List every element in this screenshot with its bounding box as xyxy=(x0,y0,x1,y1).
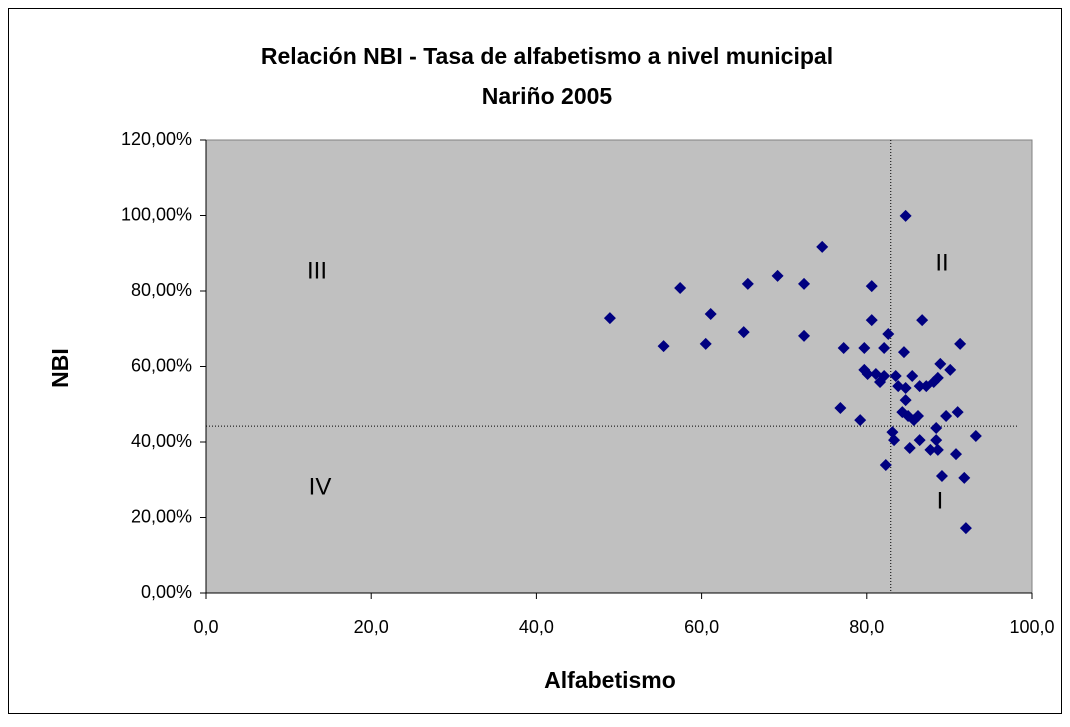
point xyxy=(869,368,882,381)
quadrant-label: I xyxy=(937,487,944,514)
chart-subtitle: Nariño 2005 xyxy=(482,83,613,109)
point xyxy=(889,369,902,382)
x-tick-label: 80,0 xyxy=(849,617,884,637)
quadrant-label: II xyxy=(935,249,948,276)
plot-area xyxy=(205,139,1033,594)
point xyxy=(931,371,944,384)
point xyxy=(858,342,871,355)
point xyxy=(878,342,891,355)
x-tick-label: 60,0 xyxy=(684,617,719,637)
point xyxy=(704,308,717,321)
point xyxy=(737,326,750,339)
point xyxy=(888,434,901,447)
point xyxy=(741,277,754,290)
x-axis-title: Alfabetismo xyxy=(544,667,676,693)
x-tick-label: 100,0 xyxy=(1009,617,1054,637)
point xyxy=(916,314,929,327)
chart-title: Relación NBI - Tasa de alfabetismo a niv… xyxy=(261,43,833,69)
y-tick-label: 0,00% xyxy=(141,582,192,602)
point xyxy=(699,337,712,350)
point xyxy=(865,280,878,293)
y-tick-label: 40,00% xyxy=(131,431,192,451)
point xyxy=(924,443,937,456)
point xyxy=(934,357,947,370)
quadrant-label: IV xyxy=(309,473,332,500)
y-tick-label: 60,00% xyxy=(131,355,192,375)
point xyxy=(854,414,867,427)
y-tick-label: 120,00% xyxy=(121,129,192,149)
point xyxy=(913,380,926,393)
x-tick-label: 40,0 xyxy=(519,617,554,637)
point xyxy=(950,448,963,461)
y-tick-label: 80,00% xyxy=(131,280,192,300)
x-tick-label: 0,0 xyxy=(193,617,218,637)
point xyxy=(834,402,847,415)
y-tick-label: 20,00% xyxy=(131,506,192,526)
point xyxy=(657,340,670,353)
point xyxy=(913,434,926,447)
point xyxy=(771,269,784,282)
point xyxy=(878,369,891,382)
point xyxy=(954,337,967,350)
point xyxy=(931,443,944,456)
point xyxy=(603,312,616,325)
point xyxy=(899,209,912,222)
point xyxy=(798,277,811,290)
point xyxy=(899,382,912,395)
point xyxy=(958,471,971,484)
point xyxy=(903,442,916,455)
point xyxy=(798,329,811,342)
y-tick-label: 100,00% xyxy=(121,204,192,224)
point xyxy=(959,522,972,535)
point xyxy=(969,429,982,442)
point xyxy=(944,363,957,376)
point xyxy=(861,368,874,381)
point xyxy=(906,369,919,382)
point xyxy=(935,469,948,482)
point xyxy=(837,342,850,355)
point xyxy=(940,409,953,422)
point xyxy=(899,394,912,407)
point xyxy=(930,434,943,447)
point xyxy=(865,314,878,327)
point xyxy=(674,281,687,294)
point xyxy=(912,409,925,422)
y-axis-title: NBI xyxy=(47,348,73,388)
point xyxy=(886,426,899,439)
point xyxy=(879,459,892,472)
quadrant-label: III xyxy=(307,257,327,284)
point xyxy=(882,328,895,341)
point xyxy=(897,346,910,359)
point xyxy=(951,406,964,419)
point xyxy=(816,240,829,253)
point xyxy=(930,422,943,435)
x-tick-label: 20,0 xyxy=(354,617,389,637)
